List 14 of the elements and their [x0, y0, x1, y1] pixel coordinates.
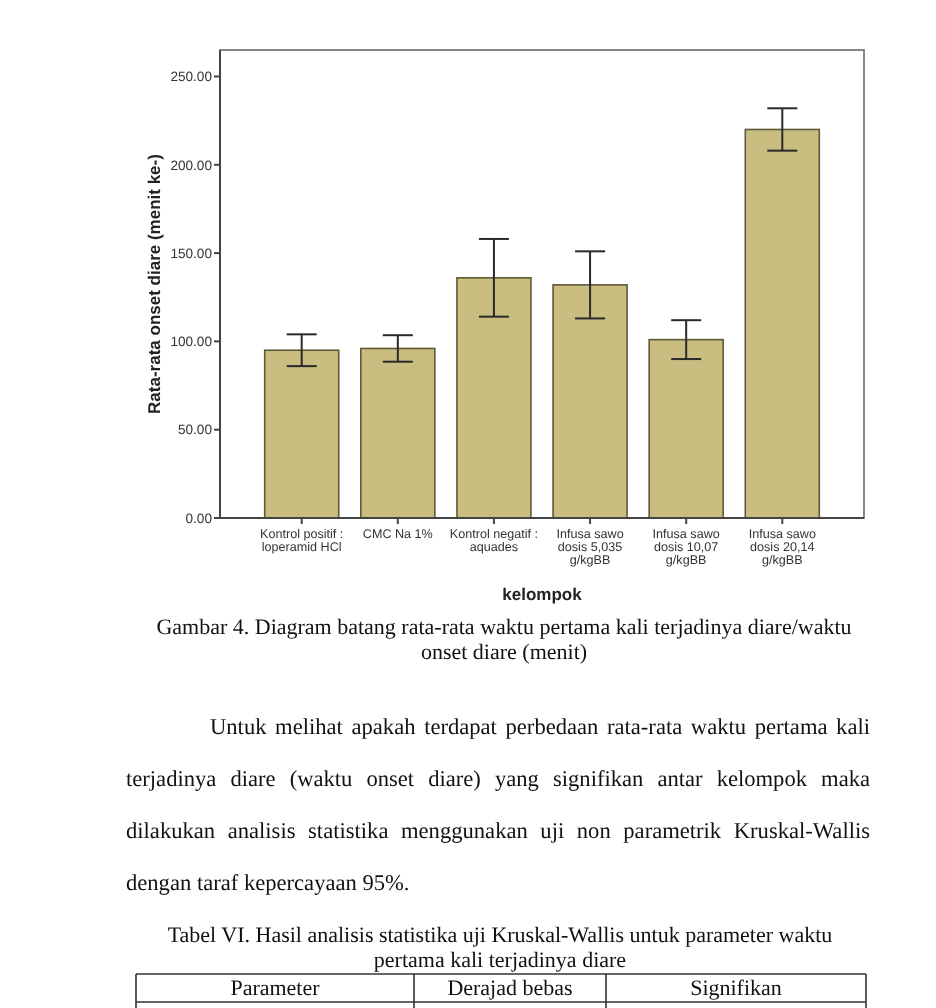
bar [648, 338, 724, 519]
bar [263, 349, 340, 519]
text: Gambar 4. Diagram batang rata-rata waktu pertama kali terjadinya diare/waktu onset diare (menit) [156, 616, 853, 665]
bar [744, 128, 821, 519]
text: Derajad bebas [447, 977, 573, 1001]
bar [552, 284, 628, 519]
y-axis-title: Rata-rata onset diare (menit ke-) [144, 153, 164, 414]
bar [360, 347, 436, 519]
bar [456, 277, 532, 519]
x-axis-title: kelompok [502, 584, 583, 604]
text: Tabel VI. Hasil analisis statistika uji Kruskal-Wallis untuk parameter waktu pertama kali terjadinya diare [167, 924, 834, 973]
text: Parameter [230, 977, 321, 1001]
text: Untuk melihat apakah terdapat perbedaan rata-rata waktu pertama kali terjadinya diare (waktu onset diare) yang signifikan antar kelompok maka dilakukan analisis statistika menggunakan uji non parametrik Kruskal-Wallis dengan taraf kepercayaan 95%. [126, 716, 870, 896]
text: Signifikan [690, 977, 783, 1001]
